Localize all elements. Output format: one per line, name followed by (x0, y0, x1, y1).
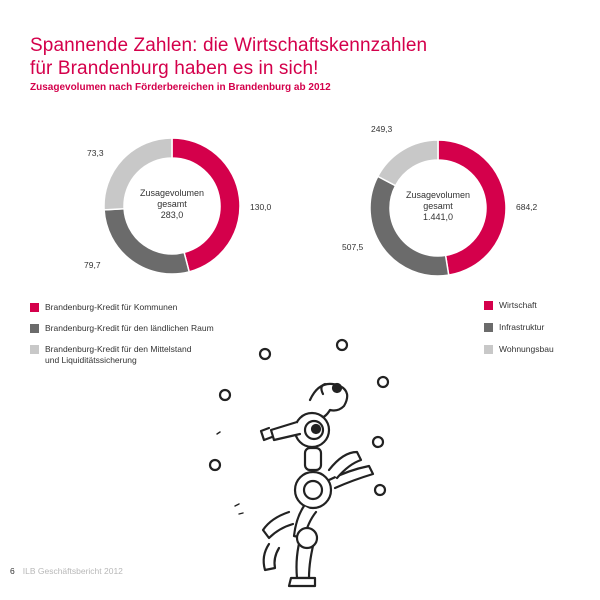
chart-subtitle: Zusagevolumen nach Förderbereichen in Br… (30, 82, 331, 93)
donut-slice (376, 139, 439, 187)
dog (259, 382, 375, 588)
legend-label: Brandenburg-Kredit für Kommunen (45, 302, 178, 312)
legend-label: Wirtschaft (499, 300, 537, 310)
title-line-1: Spannende Zahlen: die Wirtschaftskennzah… (30, 35, 428, 56)
donut-slice (171, 137, 241, 273)
legend-item-kommunen: Brandenburg-Kredit für Kommunen (30, 302, 177, 313)
slice-value-label: 73,3 (87, 148, 104, 158)
slice-value-label: 79,7 (84, 260, 101, 270)
donut-center-total: 283,0 (161, 210, 184, 220)
donut-center-label: gesamt (423, 201, 453, 211)
slice-value-label: 684,2 (516, 202, 538, 212)
donut-center-total: 1.441,0 (423, 212, 453, 222)
slice-value-label: 249,3 (371, 124, 393, 134)
page-footer: 6 ILB Geschäftsbericht 2012 (10, 566, 123, 576)
donut-center-label: Zusagevolumen (406, 190, 470, 200)
legend-left: Brandenburg-Kredit für Kommunen Brandenb… (30, 302, 290, 372)
legend-swatch (30, 345, 39, 354)
donut-slice (103, 137, 173, 211)
legend-label: Infrastruktur (499, 322, 545, 332)
legend-swatch (484, 345, 493, 354)
motion-lines (216, 431, 269, 531)
legend-label: Wohnungsbau (499, 344, 554, 354)
legend-swatch (484, 301, 493, 310)
legend-item-mittelstand: Brandenburg-Kredit für den Mittelstand u… (30, 344, 191, 366)
legend-swatch (484, 323, 493, 332)
legend-right: Wirtschaft Infrastruktur Wohnungsbau (484, 300, 584, 360)
donut-slice (437, 139, 507, 277)
page-title: Spannende Zahlen: die Wirtschaftskennzah… (30, 34, 427, 80)
legend-swatch (30, 324, 39, 333)
slice-value-label: 130,0 (250, 202, 272, 212)
page-number: 6 (10, 566, 15, 576)
legend-label: Brandenburg-Kredit für den ländlichen Ra… (45, 323, 214, 333)
legend-item-wohnungsbau: Wohnungsbau (484, 344, 554, 355)
legend-item-wirtschaft: Wirtschaft (484, 300, 537, 311)
juggling-dog-illustration (208, 338, 390, 588)
donut-center-label: Zusagevolumen (140, 188, 204, 198)
donut-chart-foerderbereiche: 684,2 507,5 249,3 Zusagevolumengesamt1.441,… (342, 124, 538, 277)
juggling-balls (208, 338, 390, 497)
legend-item-infrastruktur: Infrastruktur (484, 322, 544, 333)
legend-item-laendlicher-raum: Brandenburg-Kredit für den ländlichen Ra… (30, 323, 214, 334)
legend-swatch (30, 303, 39, 312)
legend-label: Brandenburg-Kredit für den Mittelstand u… (45, 344, 192, 365)
title-line-2: für Brandenburg haben es in sich! (30, 58, 319, 79)
donut-center-label: gesamt (157, 199, 187, 209)
slice-value-label: 507,5 (342, 242, 364, 252)
publication-name: ILB Geschäftsbericht 2012 (22, 566, 123, 576)
